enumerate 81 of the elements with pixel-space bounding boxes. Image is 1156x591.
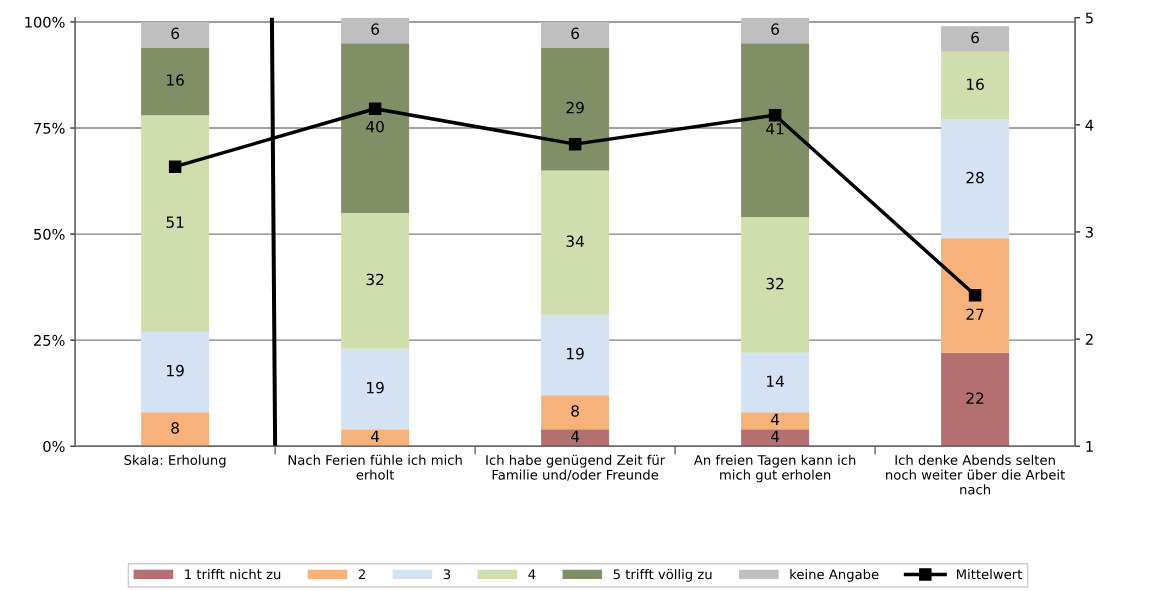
bar: [141, 331, 210, 413]
bar: [741, 412, 810, 430]
bar: [141, 412, 210, 447]
point: [168, 160, 182, 173]
legend-label: keine Angabe: [790, 568, 879, 582]
bar: [741, 429, 810, 447]
data-label: 28: [966, 171, 984, 184]
data-label: 32: [766, 277, 784, 290]
legend-label: 1 trifft nicht zu: [185, 568, 281, 580]
point: [968, 288, 982, 302]
y2-tick-label: 4: [1085, 119, 1094, 131]
data-label: 4: [770, 430, 780, 442]
data-label: 4: [371, 430, 380, 442]
x-tick-label: Skala: Erholung: [124, 454, 226, 468]
data-label: 4: [770, 413, 780, 425]
bar: [941, 119, 1010, 239]
y2-tick-label: 1: [1086, 441, 1093, 452]
bar: [741, 43, 810, 218]
y2-tick-label: 2: [1085, 333, 1093, 345]
bar: [941, 238, 1010, 353]
x-tick-label: Ich habe genügend Zeit für Familie und/oder Freunde: [486, 454, 666, 481]
data-label: 4: [571, 430, 580, 442]
bar: [741, 17, 810, 44]
bar: [341, 17, 410, 44]
x-tick-label: Ich denke Abends selten noch weiter über die Arbeit nach: [886, 454, 1065, 495]
x-tick-label: Nach Ferien fühle ich mich erholt: [288, 454, 462, 480]
legend-label: 2: [358, 569, 365, 580]
bar: [541, 47, 610, 171]
bar: [541, 21, 610, 48]
bar: [941, 51, 1010, 120]
point: [768, 108, 782, 122]
data-label: 32: [366, 273, 384, 286]
data-label: 19: [167, 364, 184, 377]
data-label: 6: [571, 27, 580, 40]
data-label: 8: [171, 422, 179, 434]
bar: [541, 170, 610, 315]
data-label: 16: [167, 74, 184, 86]
bar: [341, 43, 410, 213]
data-label: 22: [966, 392, 984, 404]
legend-label: 3: [443, 569, 451, 580]
y-tick-label: 0%: [43, 440, 65, 452]
bar: [741, 217, 810, 353]
data-label: 27: [966, 308, 984, 320]
point: [568, 137, 582, 151]
bar: [941, 352, 1010, 447]
data-label: 6: [971, 31, 979, 44]
data-label: 29: [566, 101, 584, 114]
data-label: 6: [771, 23, 779, 35]
data-label: 19: [567, 347, 584, 360]
bar: [341, 212, 410, 349]
bar: [741, 352, 810, 413]
data-label: 16: [967, 78, 984, 91]
data-label: 6: [371, 23, 380, 35]
bar: [141, 47, 210, 116]
point: [368, 102, 382, 116]
x-tick-label: An freien Tagen kann ich mich gut erholen: [693, 454, 856, 483]
bar: [541, 395, 610, 430]
data-label: 51: [166, 216, 184, 228]
y-tick-label: 50%: [34, 228, 65, 240]
y-tick-label: 75%: [34, 122, 65, 134]
y2-tick-label: 3: [1085, 226, 1093, 238]
bar: [341, 348, 410, 430]
y2-tick-label: 5: [1085, 12, 1093, 24]
bar: [141, 115, 210, 332]
bar: [941, 26, 1010, 52]
bar: [541, 314, 610, 396]
data-label: 6: [171, 27, 180, 40]
data-label: 41: [766, 123, 784, 135]
legend-label: Mittelwert: [956, 568, 1023, 580]
bar: [141, 21, 210, 48]
bar: [541, 429, 610, 447]
legend-label: 4: [528, 569, 536, 580]
data-label: 40: [366, 120, 384, 133]
y-tick-label: 100%: [25, 16, 65, 28]
data-label: 19: [367, 381, 384, 394]
data-label: 8: [571, 405, 579, 417]
y-tick-label: 25%: [34, 334, 65, 346]
data-label: 14: [767, 375, 784, 387]
bar: [341, 429, 410, 447]
data-label: 34: [566, 235, 584, 248]
legend-label: 5 trifft völlig zu: [613, 568, 712, 582]
